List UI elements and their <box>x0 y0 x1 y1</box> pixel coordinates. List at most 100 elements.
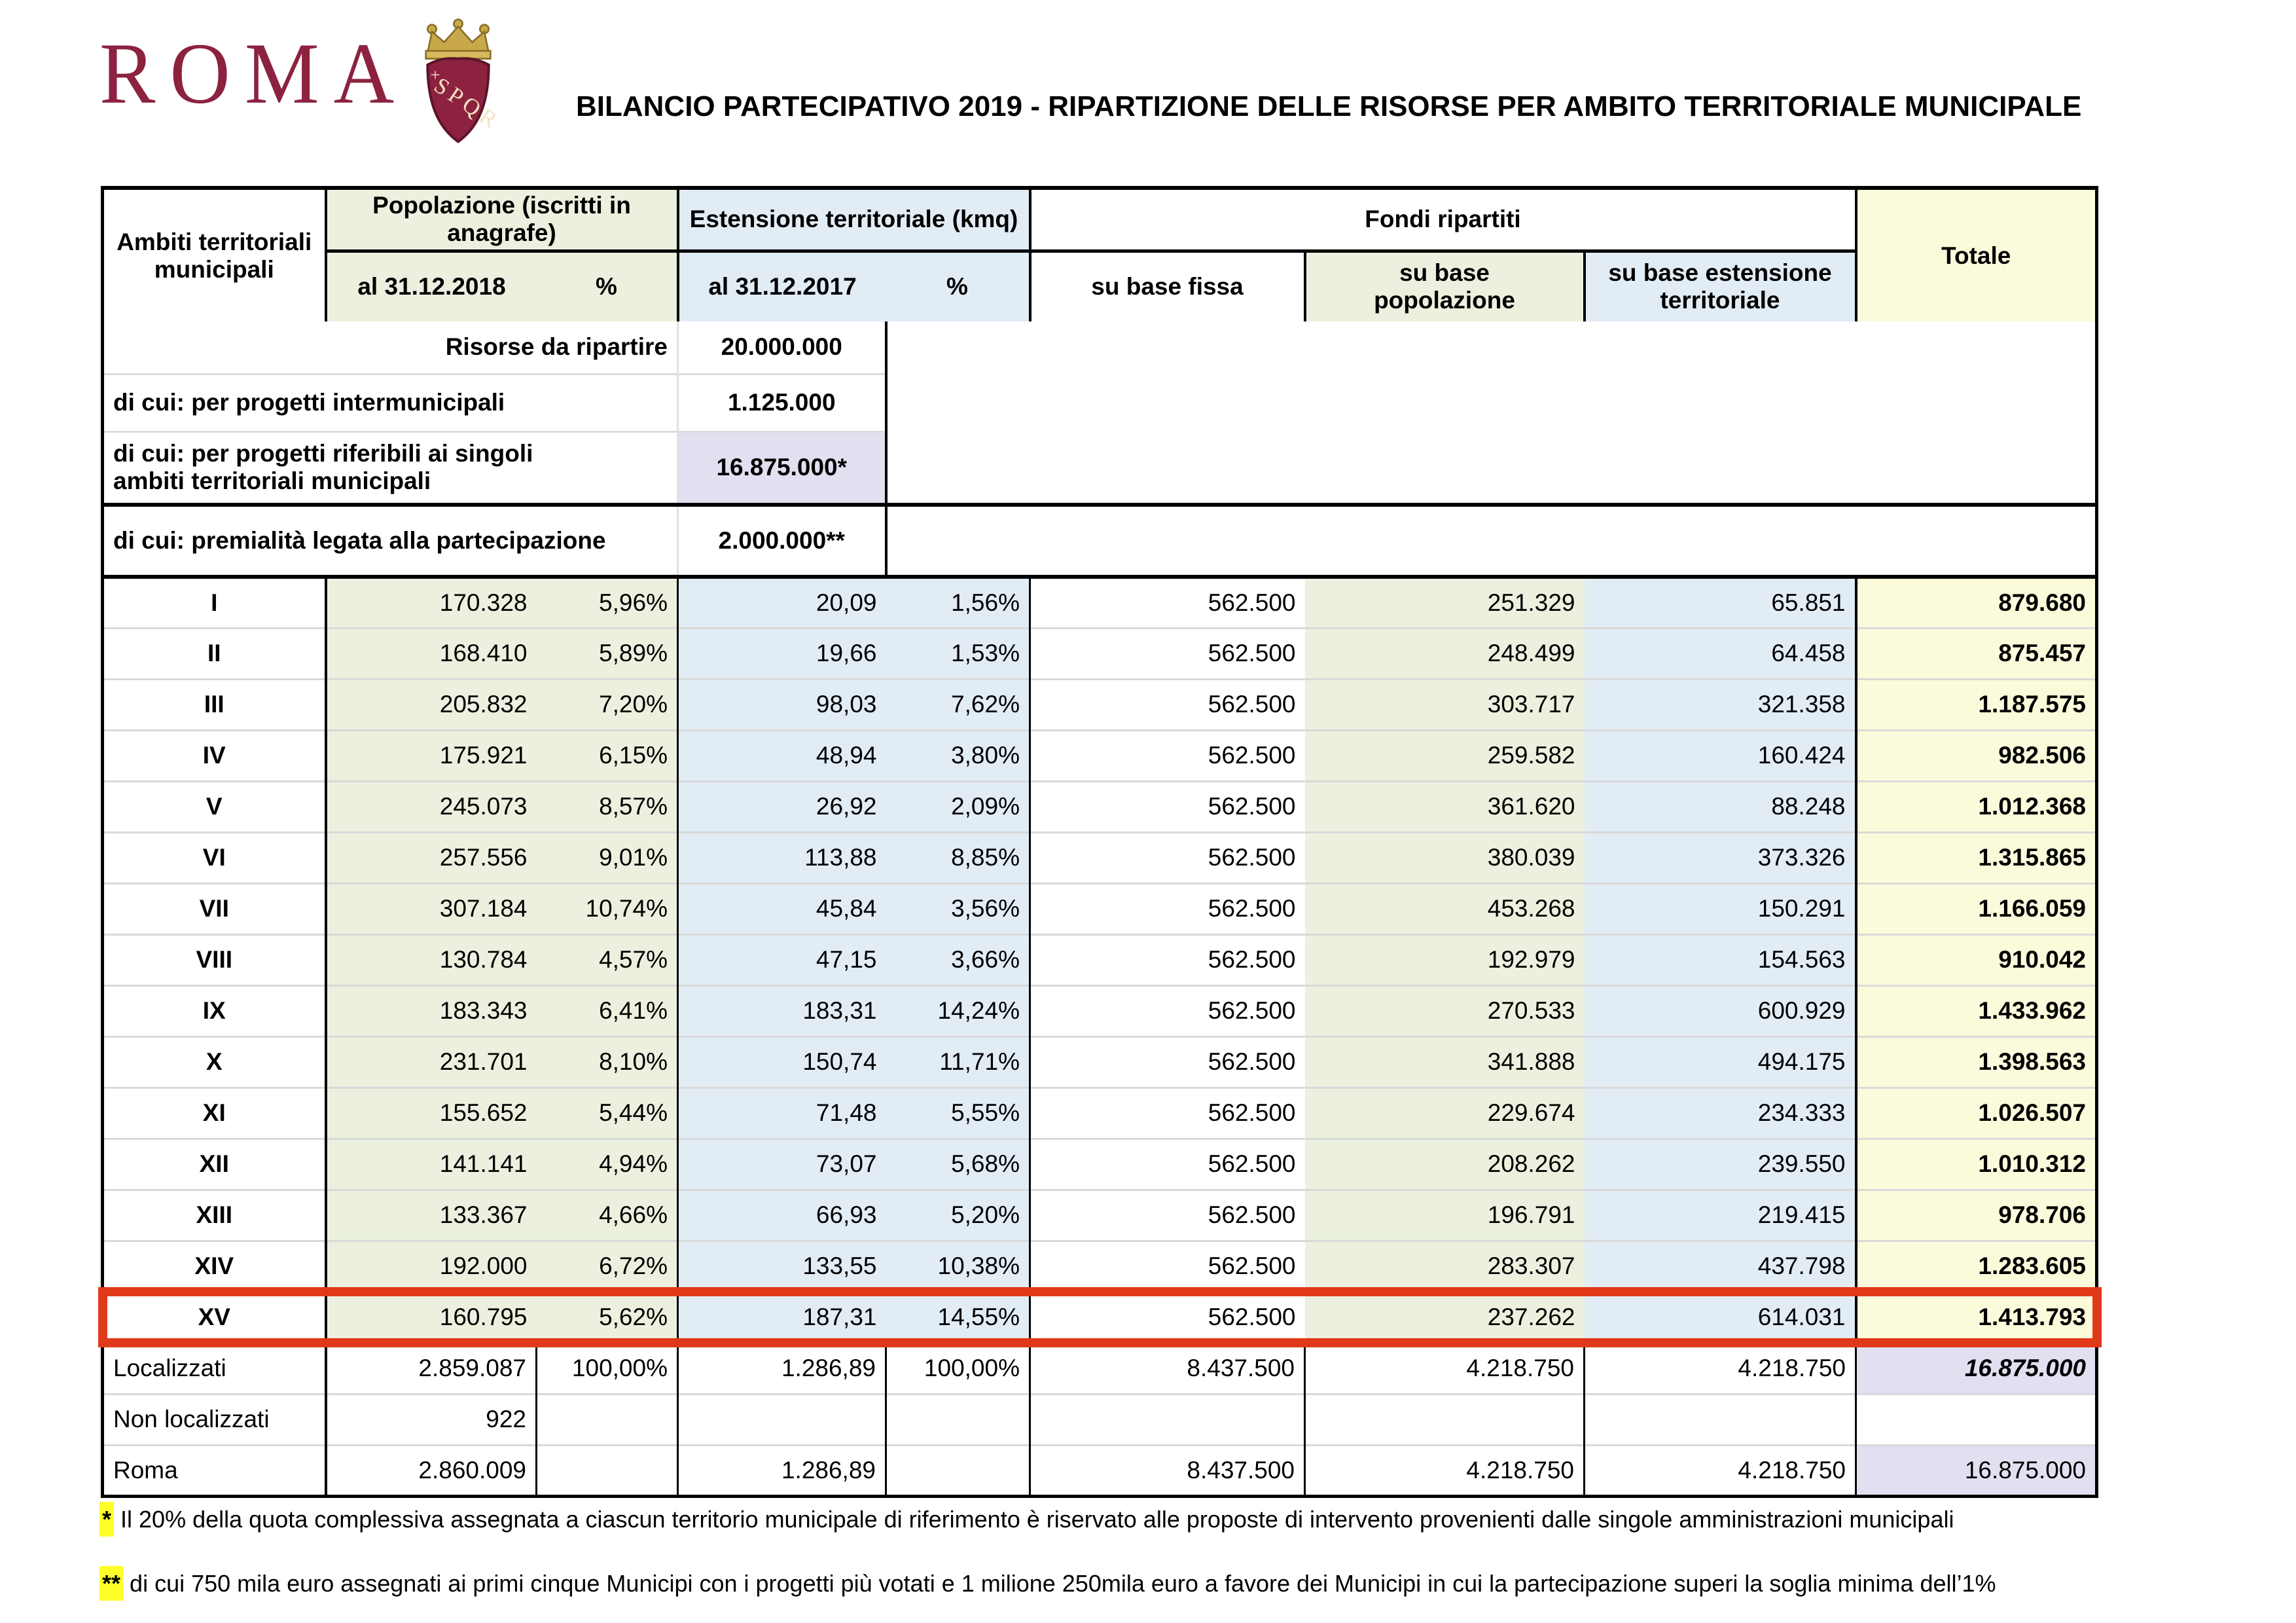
value-cell: 73,07 <box>677 1137 886 1190</box>
value-cell: 437.798 <box>1584 1239 1856 1292</box>
value-cell: 562.500 <box>1030 780 1305 832</box>
value-cell: 1.012.368 <box>1854 780 2097 832</box>
value-cell: 71,48 <box>677 1086 886 1139</box>
value-cell: 6,15% <box>536 729 679 781</box>
row-label-cell: IV <box>102 729 327 781</box>
value-cell: 614.031 <box>1584 1290 1856 1343</box>
table-row: V 245.073 8,57% 26,92 2,09% 562.500 361.620 88.… <box>102 780 2097 832</box>
row-label-cell: XV <box>102 1290 327 1343</box>
table-row: XII 141.141 4,94% 73,07 5,68% 562.500 208.262 2… <box>102 1137 2097 1190</box>
value-cell: 562.500 <box>1030 1239 1305 1292</box>
value-cell: 133.367 <box>325 1188 537 1241</box>
value-cell <box>885 1444 1031 1496</box>
value-cell: 562.500 <box>1030 678 1305 730</box>
value-cell: 160.424 <box>1584 729 1856 781</box>
value-cell: 47,15 <box>677 933 886 985</box>
value-cell: 229.674 <box>1304 1086 1585 1139</box>
value-cell: 88.248 <box>1584 780 1856 832</box>
value-cell: 380.039 <box>1304 831 1585 883</box>
value-cell: 16.875.000 <box>1855 1444 2097 1496</box>
value-cell: 205.832 <box>325 678 537 730</box>
value-cell: 562.500 <box>1030 1086 1305 1139</box>
value-cell: 3,66% <box>886 933 1031 985</box>
subheader-est-date: al 31.12.2017 <box>677 249 886 321</box>
value-cell: 5,89% <box>536 627 679 679</box>
value-cell: 8.437.500 <box>1029 1341 1305 1394</box>
value-cell: 231.701 <box>325 1035 537 1087</box>
value-cell: 196.791 <box>1304 1188 1585 1241</box>
col-group-fondi: Fondi ripartiti <box>1030 186 1857 251</box>
row-label-cell: V <box>102 780 327 832</box>
col-group-popolazione: Popolazione (iscritti in anagrafe) <box>325 186 679 251</box>
value-cell: 8,57% <box>536 780 679 832</box>
value-cell: 141.141 <box>325 1137 537 1190</box>
value-cell: 14,55% <box>886 1290 1031 1343</box>
table-row: Roma 2.860.009 1.286,89 8.437.500 4.218.750 4… <box>102 1444 2097 1496</box>
value-cell: 6,41% <box>536 984 679 1036</box>
value-cell: 4.218.750 <box>1304 1341 1585 1394</box>
row-label-cell: Localizzati <box>102 1341 327 1394</box>
value-cell: 4.218.750 <box>1583 1341 1856 1394</box>
value-cell: 11,71% <box>886 1035 1031 1087</box>
value-cell: 237.262 <box>1304 1290 1585 1343</box>
value-cell: 1.433.962 <box>1854 984 2097 1036</box>
value-cell <box>535 1444 679 1496</box>
value-cell: 155.652 <box>325 1086 537 1139</box>
value-cell: 3,80% <box>886 729 1031 781</box>
value-cell: 562.500 <box>1030 1188 1305 1241</box>
value-cell: 341.888 <box>1304 1035 1585 1087</box>
value-cell: 20,09 <box>677 575 886 628</box>
subheader-est-pct: % <box>886 249 1031 321</box>
value-cell: 1.283.605 <box>1854 1239 2097 1292</box>
table-row: XIV 192.000 6,72% 133,55 10,38% 562.500 283.30… <box>102 1239 2097 1292</box>
header-row-sub: al 31.12.2018 % al 31.12.2017 % su base … <box>103 249 2097 321</box>
subheader-base-popolazione: su base popolazione <box>1304 249 1586 321</box>
table-row: IX 183.343 6,41% 183,31 14,24% 562.500 270.533… <box>102 984 2097 1036</box>
value-cell: 562.500 <box>1030 575 1305 628</box>
row-label-cell: X <box>102 1035 327 1087</box>
value-cell: 257.556 <box>325 831 537 883</box>
value-cell: 875.457 <box>1854 627 2097 679</box>
value-cell: 5,68% <box>886 1137 1031 1190</box>
value-cell: 1.166.059 <box>1854 882 2097 934</box>
row-label-cell: XIV <box>102 1239 327 1292</box>
summary-row: di cui: premialità legata alla partecipa… <box>102 503 2097 577</box>
table-row: X 231.701 8,10% 150,74 11,71% 562.500 341.888 4… <box>102 1035 2097 1087</box>
value-cell: 14,24% <box>886 984 1031 1036</box>
value-cell: 562.500 <box>1030 1035 1305 1087</box>
row-label-cell: II <box>102 627 327 679</box>
value-cell: 98,03 <box>677 678 886 730</box>
value-cell: 6,72% <box>536 1239 679 1292</box>
value-cell: 562.500 <box>1030 729 1305 781</box>
value-cell: 251.329 <box>1304 575 1585 628</box>
table-row: XV 160.795 5,62% 187,31 14,55% 562.500 237.262… <box>98 1287 2102 1347</box>
summary-value: 16.875.000* <box>677 430 888 505</box>
value-cell: 1.286,89 <box>677 1444 886 1496</box>
row-label-cell: III <box>102 678 327 730</box>
value-cell: 168.410 <box>325 627 537 679</box>
table-row: VII 307.184 10,74% 45,84 3,56% 562.500 453.268… <box>102 882 2097 934</box>
value-cell: 45,84 <box>677 882 886 934</box>
table-header: Ambiti territoriali municipali Popolazio… <box>102 186 2097 321</box>
value-cell: 150.291 <box>1584 882 1856 934</box>
value-cell: 239.550 <box>1584 1137 1856 1190</box>
value-cell: 4.218.750 <box>1583 1444 1856 1496</box>
value-cell: 562.500 <box>1030 1137 1305 1190</box>
value-cell: 170.328 <box>325 575 537 628</box>
value-cell: 562.500 <box>1030 627 1305 679</box>
value-cell: 978.706 <box>1854 1188 2097 1241</box>
value-cell <box>1304 1393 1585 1445</box>
value-cell: 361.620 <box>1304 780 1585 832</box>
col-header-totale: Totale <box>1854 186 2097 321</box>
value-cell: 5,20% <box>886 1188 1031 1241</box>
summary-label: di cui: per progetti intermunicipali <box>102 373 678 431</box>
value-cell: 8,85% <box>886 831 1031 883</box>
value-cell: 562.500 <box>1030 831 1305 883</box>
value-cell: 321.358 <box>1584 678 1856 730</box>
footnote-1: * Il 20% della quota complessiva assegna… <box>99 1502 2227 1537</box>
row-label-cell: XII <box>102 1137 327 1190</box>
summary-filler <box>886 503 2097 577</box>
value-cell: 373.326 <box>1584 831 1856 883</box>
value-cell: 453.268 <box>1304 882 1585 934</box>
